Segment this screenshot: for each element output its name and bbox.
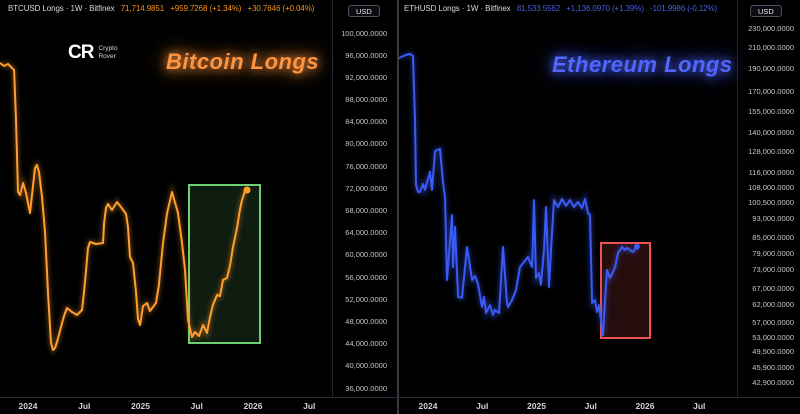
btc-price-line: [0, 62, 248, 351]
btc-line-glow: [0, 60, 249, 355]
y-axis-label: 49,500.0000: [752, 347, 794, 357]
btc-chart-pane: CR Crypto Rover Bitcoin Longs BTCUSD Lon…: [0, 0, 397, 414]
eth-change-primary: +1,136.0970 (+1.39%): [566, 4, 644, 13]
y-axis-label: 100,000.0000: [341, 28, 387, 38]
pane-divider[interactable]: [397, 0, 399, 414]
eth-price-line-chart: [399, 51, 640, 336]
x-axis-label: 2026: [243, 401, 263, 411]
eth-line-glow: [399, 51, 640, 336]
x-axis-label: Jul: [476, 401, 489, 411]
y-axis-label: 45,900.0000: [752, 363, 794, 373]
x-axis-label: Jul: [693, 401, 706, 411]
logo-text-line2: Rover: [98, 53, 116, 60]
x-axis-label: 2026: [635, 401, 655, 411]
btc-chart-title: Bitcoin Longs: [166, 49, 320, 74]
y-axis-label: 128,000.0000: [748, 147, 794, 157]
eth-axis-border: [737, 0, 738, 397]
y-axis-label: 170,000.0000: [748, 87, 794, 97]
btc-price-axis[interactable]: 100,000.0000 96,000.0000 92,000.0000 88,000…: [332, 0, 397, 397]
crypto-rover-logo-text: Crypto Rover: [98, 45, 117, 61]
y-axis-label: 80,000.0000: [345, 139, 387, 149]
eth-price-axis[interactable]: 230,000.0000 210,000.0000 190,000.0000 170,…: [737, 0, 800, 397]
y-axis-label: 72,000.0000: [345, 183, 387, 193]
x-axis-label: 2024: [418, 401, 438, 411]
y-axis-label: 42,900.0000: [752, 377, 794, 387]
y-axis-label: 96,000.0000: [345, 50, 387, 60]
eth-last-price: 81,533.5562: [516, 4, 561, 13]
y-axis-label: 67,000.0000: [752, 283, 794, 293]
y-axis-label: 52,000.0000: [345, 294, 387, 304]
y-axis-label: 84,000.0000: [345, 117, 387, 127]
y-axis-label: 48,000.0000: [345, 317, 387, 327]
y-axis-label: 93,000.0000: [752, 214, 794, 224]
logo-text-line1: Crypto: [98, 44, 118, 52]
y-axis-label: 56,000.0000: [345, 272, 387, 282]
y-axis-label: 53,000.0000: [752, 332, 794, 342]
crypto-rover-logo: CR Crypto Rover: [68, 42, 118, 64]
eth-currency-unit-button[interactable]: USD: [750, 5, 782, 17]
y-axis-label: 230,000.0000: [748, 23, 794, 33]
y-axis-label: 64,000.0000: [345, 228, 387, 238]
btc-highlight-box-annotation[interactable]: [187, 183, 261, 344]
y-axis-label: 190,000.0000: [748, 63, 794, 73]
x-axis-label: 2025: [131, 401, 150, 411]
eth-time-axis[interactable]: 2024 Jul 2025 Jul 2026 Jul: [399, 398, 800, 414]
btc-symbol-header: BTCUSD Longs · 1W · Bitfinex 71,714.9851…: [8, 4, 314, 13]
eth-symbol-text[interactable]: ETHUSD Longs · 1W · Bitfinex: [404, 4, 511, 13]
y-axis-label: 62,000.0000: [752, 299, 794, 309]
y-axis-label: 92,000.0000: [345, 72, 387, 82]
y-axis-label: 44,000.0000: [345, 339, 387, 349]
x-axis-label: 2025: [527, 401, 546, 411]
btc-last-price-dot: [243, 186, 251, 194]
btc-currency-unit-button[interactable]: USD: [348, 5, 380, 17]
x-axis-label: 2024: [18, 401, 38, 411]
y-axis-label: 116,000.0000: [748, 167, 794, 177]
btc-axis-border: [332, 0, 333, 397]
y-axis-label: 73,000.0000: [752, 265, 794, 275]
time-axis-border: [0, 397, 800, 398]
btc-change-primary: +959.7268 (+1.34%): [170, 4, 242, 13]
y-axis-label: 36,000.0000: [345, 383, 387, 393]
y-axis-label: 60,000.0000: [345, 250, 387, 260]
y-axis-label: 57,000.0000: [752, 317, 794, 327]
btc-change-secondary: +30.7646 (+0.04%): [247, 4, 315, 13]
y-axis-label: 85,000.0000: [752, 233, 794, 243]
y-axis-label: 79,000.0000: [752, 248, 794, 258]
y-axis-label: 210,000.0000: [748, 42, 794, 52]
eth-last-price-dot: [633, 243, 640, 250]
eth-chart-pane: Ethereum Longs ETHUSD Longs · 1W · Bitfi…: [399, 0, 800, 414]
crypto-rover-logo-mark: CR: [68, 42, 94, 63]
eth-symbol-header: ETHUSD Longs · 1W · Bitfinex 81,533.5562…: [404, 4, 717, 13]
x-axis-label: Jul: [78, 401, 91, 411]
y-axis-label: 68,000.0000: [345, 206, 387, 216]
y-axis-label: 40,000.0000: [345, 361, 387, 371]
btc-price-line-chart: [0, 60, 251, 355]
btc-symbol-text[interactable]: BTCUSD Longs · 1W · Bitfinex: [8, 4, 115, 13]
y-axis-label: 88,000.0000: [345, 95, 387, 105]
y-axis-label: 100,500.0000: [748, 198, 794, 208]
btc-time-axis[interactable]: 2024 Jul 2025 Jul 2026 Jul: [0, 398, 397, 414]
x-axis-label: Jul: [584, 401, 597, 411]
x-axis-label: Jul: [190, 401, 203, 411]
x-axis-label: Jul: [303, 401, 316, 411]
eth-price-line: [399, 52, 638, 336]
y-axis-label: 108,000.0000: [748, 182, 794, 192]
y-axis-label: 140,000.0000: [748, 128, 794, 138]
y-axis-label: 76,000.0000: [345, 161, 387, 171]
y-axis-label: 155,000.0000: [748, 106, 794, 116]
btc-last-price: 71,714.9851: [120, 4, 165, 13]
eth-highlight-box-annotation[interactable]: [599, 241, 651, 339]
eth-chart-title: Ethereum Longs: [552, 52, 733, 77]
eth-change-secondary: -101.9986 (-0.12%): [649, 4, 718, 13]
